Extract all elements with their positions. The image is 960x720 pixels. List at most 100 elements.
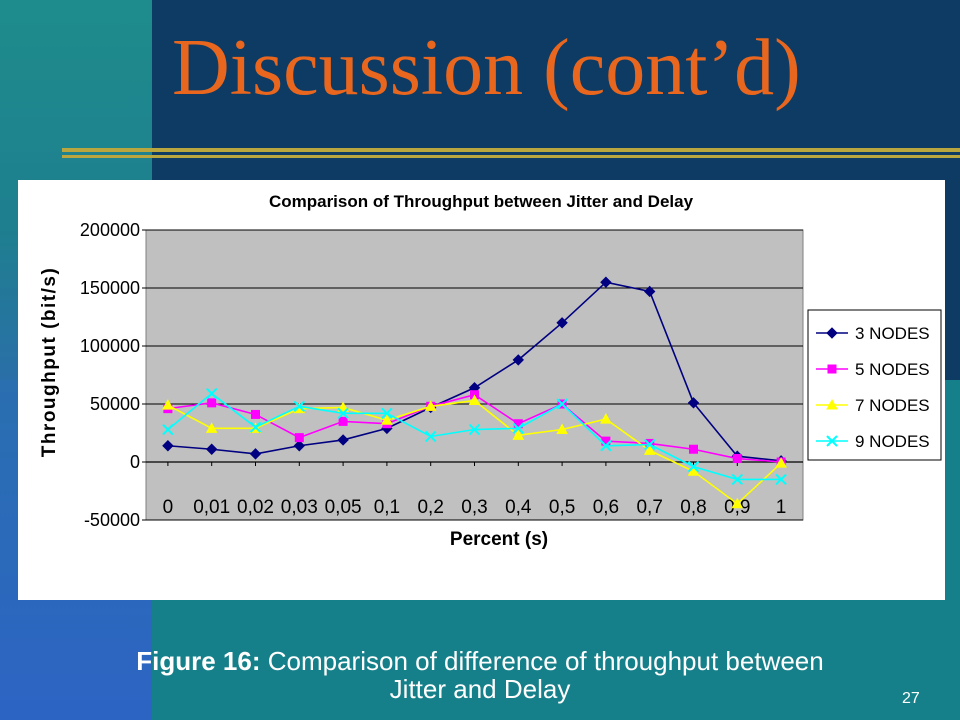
data-point-9-nodes <box>512 422 525 435</box>
x-tick-label: 0,01 <box>193 497 230 518</box>
data-point-9-nodes <box>731 473 744 486</box>
data-point-7-nodes <box>600 413 612 424</box>
data-point-5-nodes <box>294 433 304 443</box>
x-tick-label: 1 <box>776 497 787 518</box>
marker-stroke <box>293 400 306 413</box>
x-tick-label: 0,02 <box>237 497 274 518</box>
marker-stroke <box>600 440 612 452</box>
data-point-5-nodes <box>338 416 348 426</box>
legend-label-7-nodes: 7 NODES <box>855 396 930 415</box>
y-tick-label: 0 <box>130 452 140 472</box>
data-point-3-nodes <box>512 354 525 366</box>
marker-stroke <box>643 438 656 451</box>
x-tick-label: 0,7 <box>636 497 662 518</box>
data-point-5-nodes <box>689 444 698 454</box>
data-point-9-nodes <box>381 407 393 419</box>
figure-caption-line2: Jitter and Delay <box>389 674 571 704</box>
legend-marker-3-nodes <box>826 327 838 339</box>
marker-stroke <box>556 398 568 410</box>
marker-stroke <box>249 421 262 433</box>
chart-title: Comparison of Throughput between Jitter … <box>269 192 694 211</box>
data-point-5-nodes <box>207 398 217 408</box>
data-point-7-nodes <box>424 400 437 411</box>
data-point-7-nodes <box>162 399 174 410</box>
data-point-9-nodes <box>337 407 349 419</box>
data-point-9-nodes <box>424 430 437 443</box>
marker-stroke <box>205 387 218 400</box>
legend-label-3-nodes: 3 NODES <box>855 324 930 343</box>
x-tick-label: 0,4 <box>505 497 532 518</box>
figure-caption-label: Figure 16: <box>136 646 261 676</box>
plot-area <box>145 229 804 521</box>
data-point-7-nodes <box>468 394 481 406</box>
data-point-7-nodes <box>381 414 393 425</box>
x-tick-label: 0,8 <box>680 497 706 518</box>
data-point-9-nodes <box>556 398 568 410</box>
data-point-9-nodes <box>643 438 656 451</box>
title-underline-2 <box>62 155 960 158</box>
marker-stroke <box>775 473 787 486</box>
x-tick-label: 0,05 <box>325 497 362 518</box>
legend-label-5-nodes: 5 NODES <box>855 360 930 379</box>
data-point-3-nodes <box>556 317 568 329</box>
data-point-7-nodes <box>205 422 218 433</box>
figure-caption-line1: Figure 16: Comparison of difference of t… <box>0 646 960 676</box>
data-point-3-nodes <box>687 397 700 409</box>
data-point-7-nodes <box>643 444 656 455</box>
legend-marker-9-nodes <box>826 435 838 447</box>
marker-stroke <box>424 430 437 443</box>
y-tick-label: 50000 <box>90 394 140 414</box>
marker-stroke <box>687 460 700 473</box>
chart-container: Comparison of Throughput between Jitter … <box>18 180 945 600</box>
y-tick-label: 100000 <box>80 336 140 356</box>
data-point-5-nodes <box>251 409 260 419</box>
marker-stroke <box>468 423 481 436</box>
data-point-7-nodes <box>512 429 525 440</box>
data-point-5-nodes <box>732 454 742 464</box>
x-tick-label: 0,03 <box>281 497 318 518</box>
data-point-9-nodes <box>600 440 612 452</box>
x-tick-label: 0,6 <box>593 497 619 518</box>
data-point-9-nodes <box>205 387 218 400</box>
data-point-9-nodes <box>293 400 306 413</box>
legend-marker-7-nodes <box>826 398 838 410</box>
data-point-7-nodes <box>731 497 744 509</box>
data-point-9-nodes <box>775 473 787 486</box>
title-underline <box>62 148 960 152</box>
data-point-3-nodes <box>643 285 656 298</box>
x-tick-label: 0,1 <box>374 497 400 518</box>
data-point-9-nodes <box>249 421 262 433</box>
data-point-3-nodes <box>337 434 349 446</box>
page-number: 27 <box>902 690 920 707</box>
x-tick-label: 0,2 <box>417 497 443 518</box>
marker-stroke <box>381 407 393 419</box>
throughput-chart: Comparison of Throughput between Jitter … <box>39 192 942 550</box>
marker-stroke <box>337 407 349 419</box>
slide-title: Discussion (cont’d) <box>172 24 801 112</box>
data-point-3-nodes <box>600 276 612 288</box>
marker-stroke <box>162 423 174 436</box>
data-point-7-nodes <box>556 423 568 435</box>
x-axis-label: Percent (s) <box>450 529 548 550</box>
figure-caption-text: Comparison of difference of throughput b… <box>267 646 824 676</box>
y-tick-label: -50000 <box>84 510 140 530</box>
data-point-7-nodes <box>775 457 787 468</box>
y-tick-label: 200000 <box>80 220 140 240</box>
data-point-3-nodes <box>249 448 262 460</box>
y-tick-label: 150000 <box>80 278 140 298</box>
legend-label-9-nodes: 9 NODES <box>855 432 930 451</box>
data-point-3-nodes <box>293 440 306 452</box>
data-point-9-nodes <box>468 423 481 436</box>
marker-stroke <box>731 473 744 486</box>
data-point-9-nodes <box>162 423 174 436</box>
x-tick-label: 0,5 <box>549 497 575 518</box>
marker-stroke <box>512 422 525 435</box>
x-tick-label: 0 <box>163 497 174 518</box>
data-point-3-nodes <box>162 440 174 452</box>
marker-stroke <box>826 435 838 447</box>
data-point-7-nodes <box>337 401 349 412</box>
legend-marker-5-nodes <box>827 364 837 374</box>
x-tick-label: 0,3 <box>461 497 487 518</box>
y-axis-label: Throughput (bit/s) <box>39 267 60 458</box>
data-point-3-nodes <box>205 443 218 455</box>
